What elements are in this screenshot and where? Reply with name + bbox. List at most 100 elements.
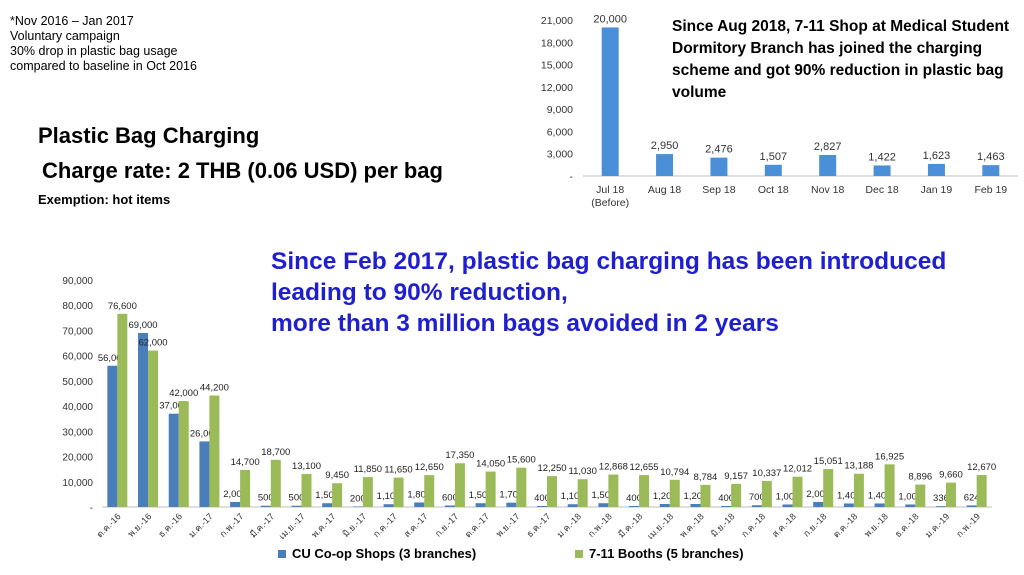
bar-cu <box>598 503 609 507</box>
x-tick-label: ส.ค.-17 <box>402 511 430 539</box>
data-label-seven: 12,250 <box>537 463 566 474</box>
data-label-seven: 15,600 <box>507 455 536 466</box>
x-tick-label: ม.ค.-17 <box>187 511 215 539</box>
x-tick-label: พ.ย.-17 <box>494 511 522 539</box>
bar-cu <box>690 503 701 507</box>
data-label-cu: 1,200 <box>684 491 708 502</box>
bar-cu <box>260 505 271 507</box>
bar-seven <box>547 476 557 507</box>
headline-line: Since Feb 2017, plastic bag charging has… <box>271 248 947 275</box>
data-label-seven: 62,000 <box>139 338 168 349</box>
data-label-seven: 44,200 <box>200 383 229 394</box>
x-tick-label: Feb 19 <box>974 184 1007 196</box>
x-tick-label: Nov 18 <box>811 184 844 196</box>
legend-swatch-seven <box>575 549 583 558</box>
bar-seven <box>209 395 220 507</box>
bar-cu <box>230 501 241 507</box>
bar-seven <box>332 483 343 507</box>
data-label-cu: 1,400 <box>868 490 892 501</box>
x-tick-label: Oct 18 <box>758 184 789 196</box>
data-label-cu: 700 <box>749 492 765 503</box>
bar-seven <box>853 473 864 507</box>
y-tick-label: - <box>570 171 574 183</box>
y-tick-label: 15,000 <box>541 60 573 72</box>
x-tick-label: ธ.ค.-18 <box>893 511 921 539</box>
bar-seven <box>178 401 189 507</box>
data-label-seven: 14,700 <box>231 457 260 468</box>
data-label-cu: 624 <box>964 492 980 503</box>
x-tick-label: มิ.ย.-18 <box>709 511 737 539</box>
bar-cu <box>168 413 179 507</box>
bar-cu <box>813 501 824 507</box>
bar-seven <box>301 473 312 507</box>
bar-cu <box>629 505 640 507</box>
data-label: 2,950 <box>651 140 679 152</box>
bar-seven <box>700 484 711 507</box>
bar <box>927 163 945 176</box>
headline: Since Feb 2017, plastic bag charging has… <box>271 246 1011 339</box>
y-tick-label: 21,000 <box>541 15 573 27</box>
bar-seven <box>915 484 926 507</box>
x-tick-label: เม.ย.-18 <box>645 511 675 541</box>
x-tick-label: Jul 18 <box>596 184 624 196</box>
data-label-cu: 200 <box>350 493 366 504</box>
bar-seven <box>823 469 834 507</box>
data-label-seven: 12,655 <box>630 462 659 473</box>
y-tick-label: 60,000 <box>62 352 93 363</box>
x-tick-label: ก.ค.-18 <box>739 511 767 539</box>
x-tick-label: ก.ย.-17 <box>433 511 460 538</box>
data-label-cu: 500 <box>258 493 274 504</box>
data-label-cu: 56,000 <box>98 353 127 364</box>
bar-seven <box>884 464 895 507</box>
data-label-seven: 8,784 <box>694 472 718 483</box>
data-label-cu: 1,000 <box>776 491 800 502</box>
x-tick-label: พ.ค.-17 <box>309 511 337 539</box>
bar-cu <box>843 503 854 507</box>
data-label-seven: 13,100 <box>292 461 321 472</box>
x-tick-label: มี.ค.-17 <box>248 511 276 539</box>
data-label-cu: 400 <box>718 493 734 504</box>
bar-seven <box>761 480 772 507</box>
y-tick-label: 9,000 <box>547 104 573 116</box>
bar-cu <box>659 503 670 507</box>
data-label-seven: 15,051 <box>814 456 843 467</box>
dormitory-branch-note: Since Aug 2018, 7-11 Shop at Medical Stu… <box>672 18 1010 101</box>
x-tick-label: ม.ค.-19 <box>923 511 951 539</box>
x-tick-label: ก.พ.-17 <box>218 511 246 539</box>
x-tick-label: ก.ย.-18 <box>801 511 828 538</box>
x-tick-label: ธ.ค.-17 <box>524 511 552 539</box>
legend-label-seven: 7-11 Booths (5 branches) <box>589 546 744 561</box>
bar-seven <box>393 477 404 507</box>
data-label-cu: 1,200 <box>653 491 677 502</box>
bar-cu <box>475 503 486 507</box>
data-label-seven: 16,925 <box>875 451 904 462</box>
bar-cu <box>721 505 732 507</box>
x-tick-label: มิ.ย.-17 <box>341 511 369 539</box>
x-tick-label: ส.ค.-18 <box>770 511 798 539</box>
bar-cu <box>322 503 333 507</box>
y-tick-label: 12,000 <box>541 82 573 94</box>
data-label-cu: 1,400 <box>837 490 861 501</box>
data-label-cu: 2,000 <box>223 489 247 500</box>
y-tick-label: 20,000 <box>62 453 93 464</box>
campaign-note-line: *Nov 2016 – Jan 2017 <box>10 14 134 28</box>
y-tick-label: 30,000 <box>62 427 93 438</box>
data-label-cu: 500 <box>289 493 305 504</box>
x-tick-label: Jan 19 <box>921 184 953 196</box>
y-tick-label: 80,000 <box>62 301 93 312</box>
data-label-cu: 1,000 <box>898 491 922 502</box>
data-label: 2,476 <box>705 144 733 156</box>
data-label-seven: 17,350 <box>445 450 474 461</box>
data-label-cu: 69,000 <box>129 320 158 331</box>
bar-seven <box>669 479 680 507</box>
bar-seven <box>731 483 742 507</box>
bar-seven <box>976 475 987 507</box>
data-label-cu: 1,500 <box>591 490 615 501</box>
y-tick-label: - <box>90 503 93 514</box>
data-label-seven: 14,050 <box>476 459 505 470</box>
bar-seven <box>454 463 465 507</box>
campaign-note: *Nov 2016 – Jan 2017 Voluntary campaign … <box>10 14 270 74</box>
data-label-seven: 9,157 <box>724 471 748 482</box>
